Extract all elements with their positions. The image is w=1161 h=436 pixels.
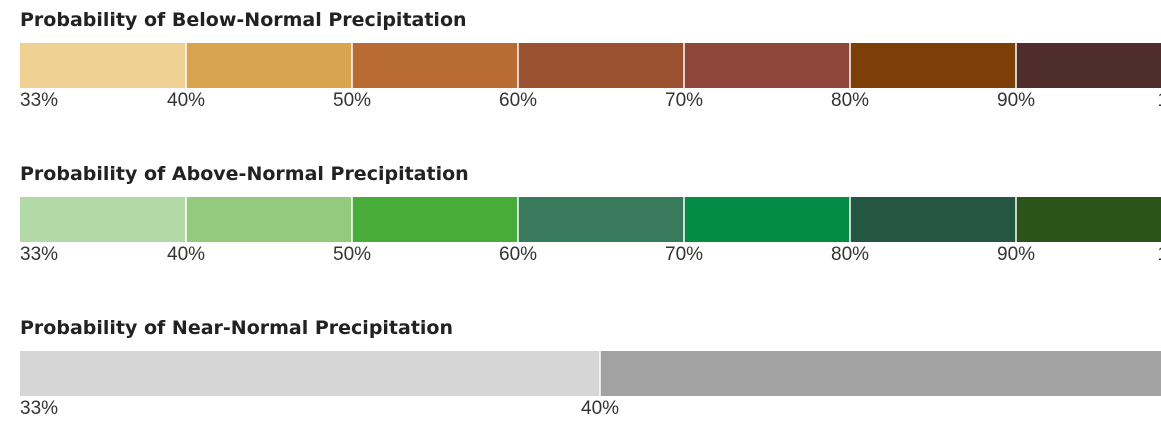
color-swatch bbox=[186, 197, 352, 242]
color-swatch bbox=[684, 197, 850, 242]
color-swatch bbox=[600, 351, 1161, 396]
tick-label: 33% bbox=[20, 244, 58, 266]
tick-label: 90% bbox=[997, 90, 1035, 112]
tick-label: 70% bbox=[665, 244, 703, 266]
color-swatch bbox=[850, 43, 1016, 88]
color-swatch bbox=[1016, 197, 1161, 242]
legend-above-normal: Probability of Above-Normal Precipitatio… bbox=[20, 162, 1161, 282]
tick-row-above-normal: 33% 40% 50% 60% 70% 80% 90% 100% bbox=[20, 244, 1161, 270]
tick-label: 40% bbox=[581, 398, 619, 420]
tick-label: 100% bbox=[1158, 90, 1161, 112]
color-swatch bbox=[20, 197, 186, 242]
color-swatch bbox=[518, 197, 684, 242]
color-bar-below-normal bbox=[20, 43, 1161, 88]
color-swatch bbox=[684, 43, 850, 88]
tick-label: 33% bbox=[20, 90, 58, 112]
legend-below-normal: Probability of Below-Normal Precipitatio… bbox=[20, 8, 1161, 128]
tick-label: 60% bbox=[499, 90, 537, 112]
legend-near-normal: Probability of Near-Normal Precipitation… bbox=[20, 316, 1161, 436]
tick-row-below-normal: 33% 40% 50% 60% 70% 80% 90% 100% bbox=[20, 90, 1161, 116]
tick-label: 40% bbox=[167, 90, 205, 112]
color-swatch bbox=[352, 43, 518, 88]
tick-row-near-normal: 33%40%50% bbox=[20, 398, 1161, 424]
color-swatch bbox=[352, 197, 518, 242]
tick-label: 50% bbox=[333, 244, 371, 266]
tick-label: 50% bbox=[333, 90, 371, 112]
color-swatch bbox=[518, 43, 684, 88]
tick-label: 40% bbox=[167, 244, 205, 266]
color-swatch bbox=[186, 43, 352, 88]
tick-label: 60% bbox=[499, 244, 537, 266]
color-bar-near-normal bbox=[20, 351, 1161, 396]
color-swatch bbox=[1016, 43, 1161, 88]
color-swatch bbox=[20, 43, 186, 88]
color-bar-above-normal bbox=[20, 197, 1161, 242]
legend-title-above-normal: Probability of Above-Normal Precipitatio… bbox=[20, 162, 469, 186]
legend-title-below-normal: Probability of Below-Normal Precipitatio… bbox=[20, 8, 467, 32]
tick-label: 80% bbox=[831, 90, 869, 112]
tick-label: 33% bbox=[20, 398, 58, 420]
tick-label: 70% bbox=[665, 90, 703, 112]
tick-label: 80% bbox=[831, 244, 869, 266]
legend-title-near-normal: Probability of Near-Normal Precipitation bbox=[20, 316, 453, 340]
tick-label: 100% bbox=[1158, 244, 1161, 266]
tick-label: 90% bbox=[997, 244, 1035, 266]
color-swatch bbox=[850, 197, 1016, 242]
color-swatch bbox=[20, 351, 600, 396]
